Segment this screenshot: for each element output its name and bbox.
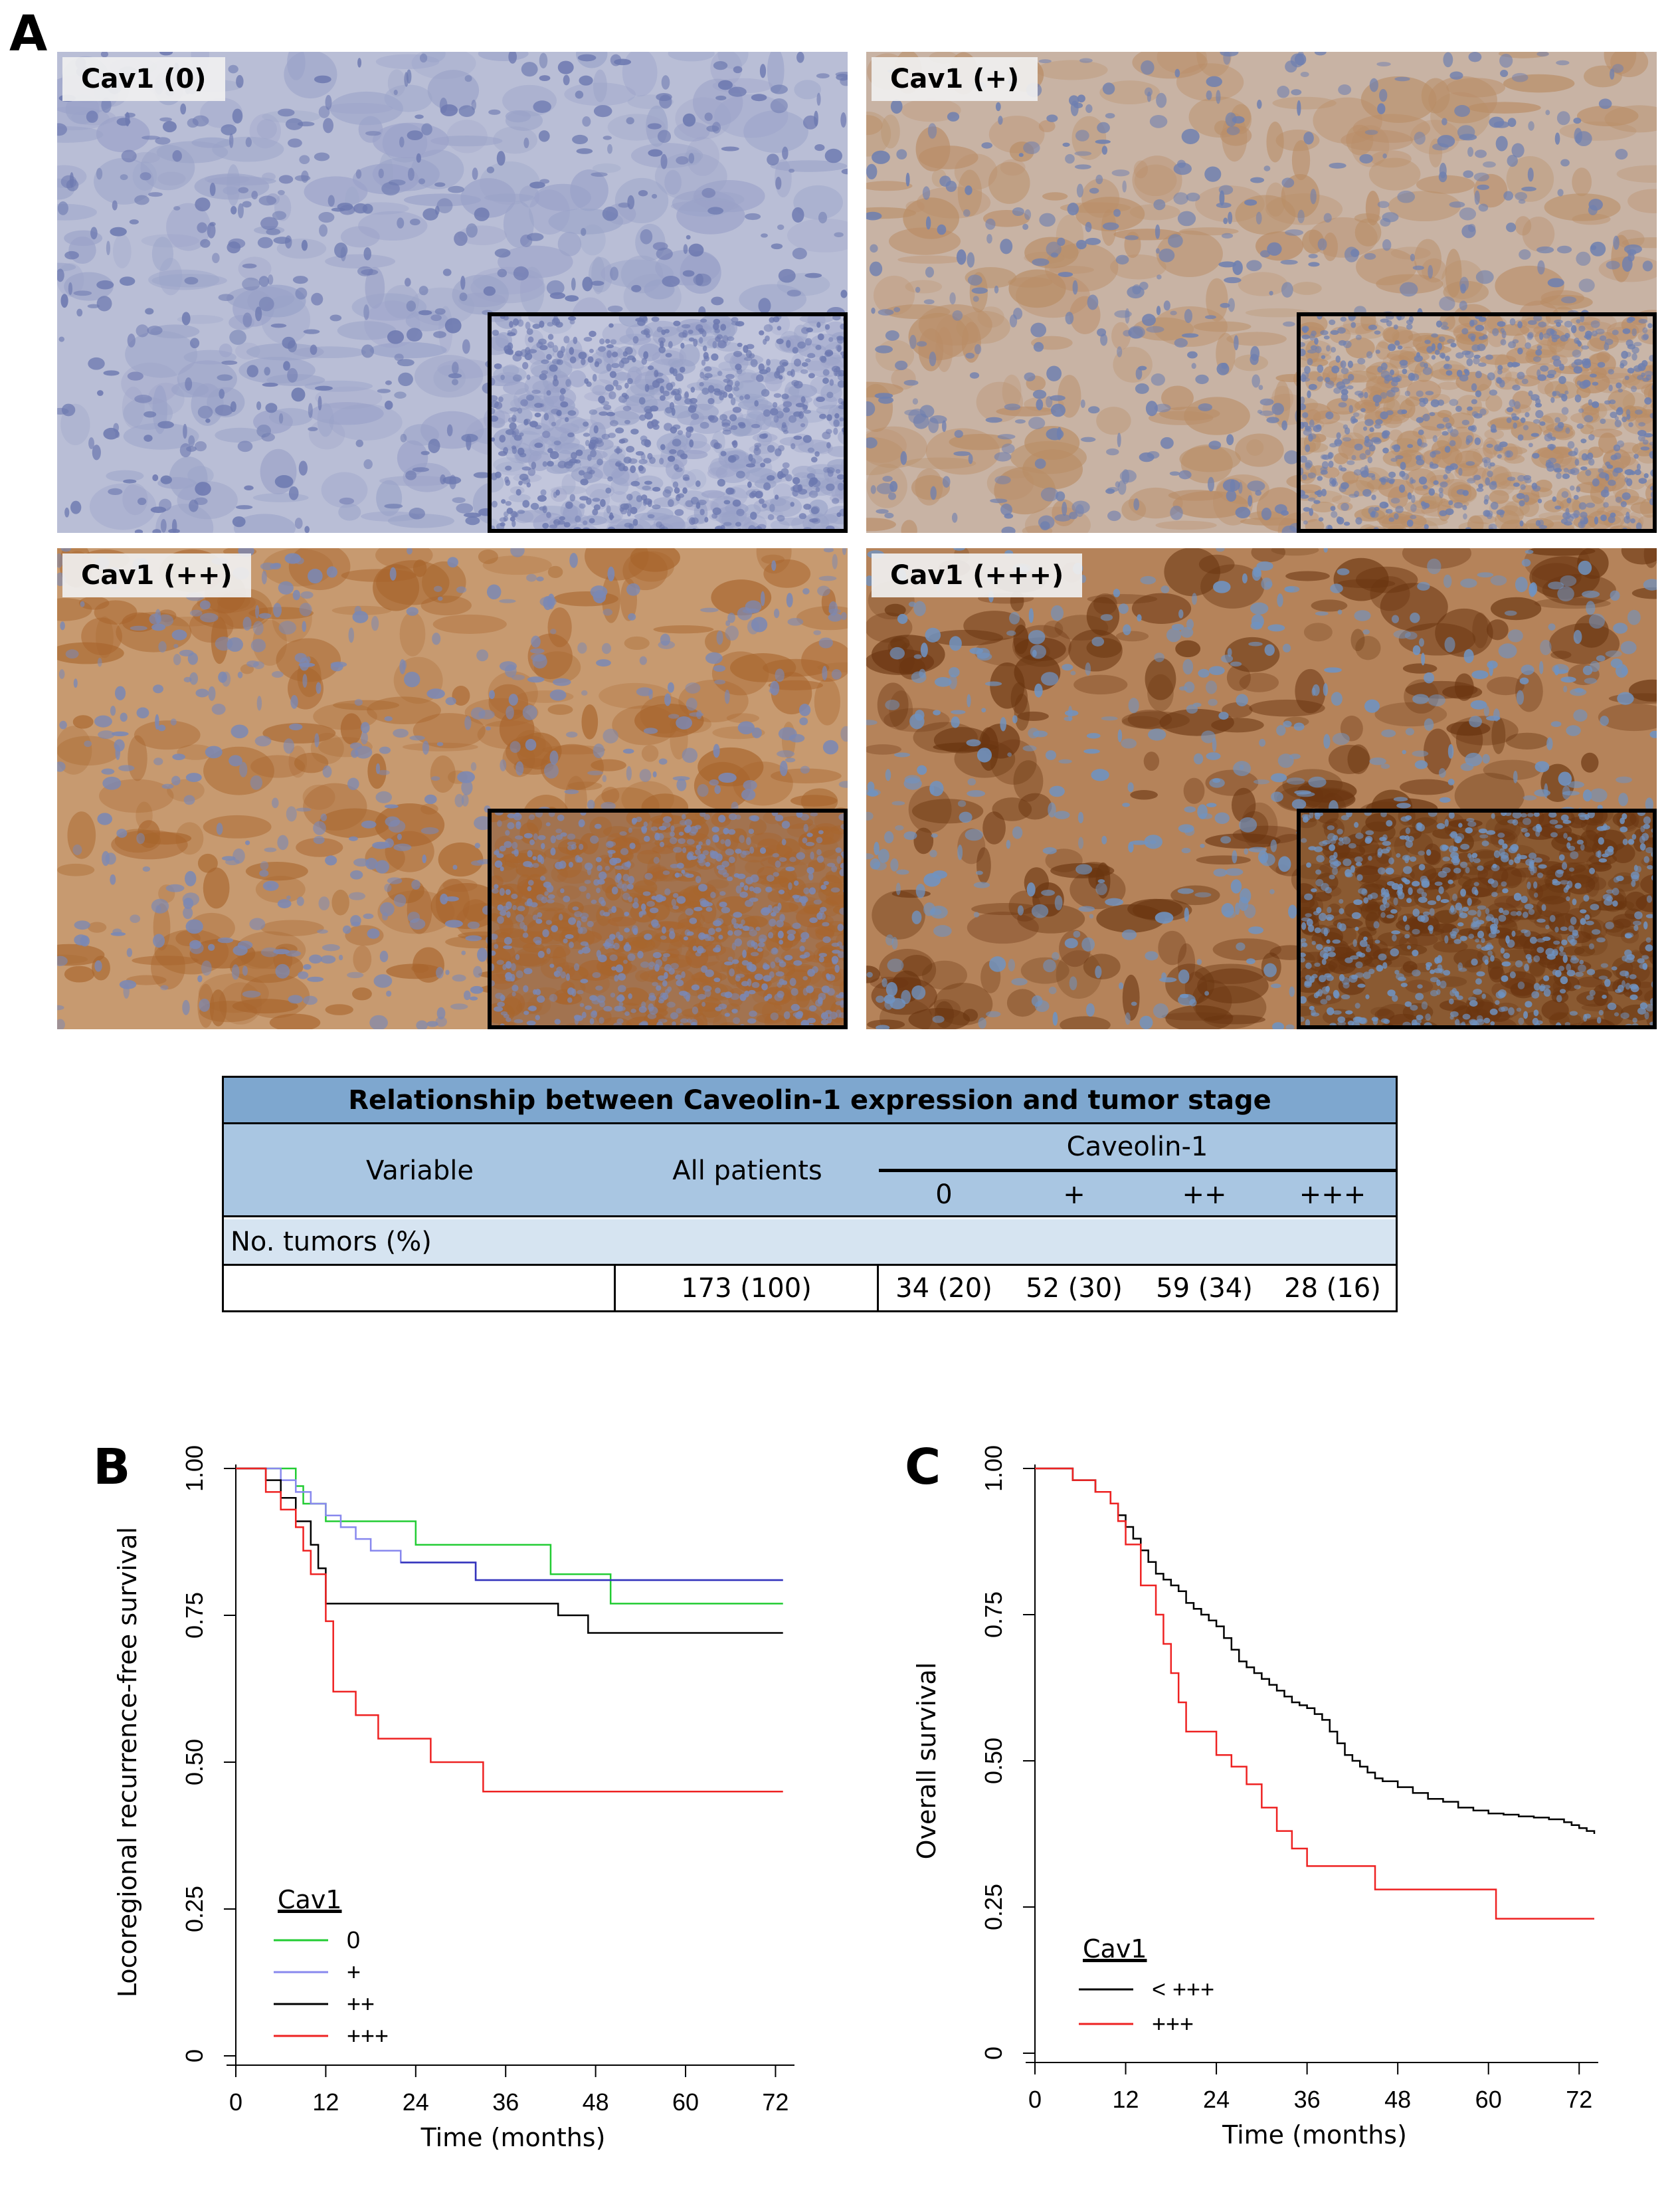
x-tick-label: 60 <box>1475 2086 1502 2113</box>
table-cell-value: 28 (16) <box>1284 1272 1381 1304</box>
legend-title: Cav1 <box>1083 1934 1147 1963</box>
survival-plot-overall: 0 12 24 36 48 60 72 0 0.25 0.50 0.75 1.00 Time (mont… <box>837 1429 1672 2212</box>
micrograph-cav1-plus-plus-plus: Cav1 (+++) <box>866 548 1657 1029</box>
y-tick-label: 0.75 <box>181 1592 208 1639</box>
series-line- <box>1035 1467 1594 1920</box>
x-tick-label: 48 <box>1384 2086 1411 2113</box>
micrograph-cav1-plus-plus: Cav1 (++) <box>57 548 848 1029</box>
table-header-caveolin: Caveolin-1 <box>879 1124 1396 1172</box>
panel-label-b: B <box>93 1439 131 1496</box>
legend-title: Cav1 <box>278 1885 341 1914</box>
legend-label: < +++ <box>1152 1975 1214 2003</box>
series-line- <box>236 1467 783 1634</box>
micrograph-cav1-0: Cav1 (0) <box>57 52 848 533</box>
table-cell-value: 59 (34) <box>1156 1272 1253 1304</box>
y-axis-title: Locoregional recurrence-free survival <box>113 1527 142 1997</box>
y-tick-label: 0.50 <box>181 1739 208 1785</box>
table-header-level: +++ <box>1299 1179 1366 1210</box>
x-axis-title: Time (months) <box>420 2123 606 2152</box>
table-cell-value: 52 (30) <box>1026 1272 1123 1304</box>
y-tick-label: 0 <box>980 2047 1007 2060</box>
y-tick-label: 0 <box>181 2049 208 2062</box>
table-header-level: ++ <box>1182 1179 1227 1210</box>
table-cell-value: 34 (20) <box>895 1272 992 1304</box>
x-tick-label: 36 <box>1294 2086 1321 2113</box>
legend-label: +++ <box>347 2022 389 2049</box>
table-cell-empty <box>224 1266 616 1310</box>
series-line- <box>236 1467 783 1793</box>
micrograph-cav1-plus: Cav1 (+) <box>866 52 1657 533</box>
table-row-label: No. tumors (%) <box>224 1219 1396 1266</box>
series-line-0 <box>236 1467 783 1605</box>
x-tick-label: 12 <box>1113 2086 1139 2113</box>
plot-svg: 0 12 24 36 48 60 72 0 0.25 0.50 0.75 1.00 Time (mont… <box>113 1445 794 2152</box>
x-tick-label: 12 <box>312 2088 339 2116</box>
panel-label-a: A <box>9 5 48 62</box>
x-tick-label: 48 <box>583 2088 609 2116</box>
series-line- <box>236 1467 783 1581</box>
stain-label: Cav1 (+) <box>872 57 1038 101</box>
x-tick-label: 60 <box>672 2088 699 2116</box>
legend-label: + <box>347 1958 361 1985</box>
y-tick-label: 1.00 <box>980 1445 1007 1492</box>
legend-label: 0 <box>347 1926 360 1954</box>
x-tick-label: 72 <box>762 2088 789 2116</box>
table-header-variable: Variable <box>366 1156 474 1186</box>
y-tick-label: 1.00 <box>181 1445 208 1492</box>
x-tick-label: 0 <box>1028 2086 1042 2113</box>
stain-label: Cav1 (0) <box>62 57 225 101</box>
y-tick-label: 0.25 <box>980 1884 1007 1930</box>
micrograph-inset <box>1297 312 1657 533</box>
x-tick-label: 24 <box>403 2088 429 2116</box>
x-axis-title: Time (months) <box>1222 2120 1407 2150</box>
stage-table: Relationship between Caveolin-1 expressi… <box>222 1076 1398 1312</box>
x-tick-label: 0 <box>229 2088 242 2116</box>
y-axis-title: Overall survival <box>912 1662 941 1860</box>
table-header-all-patients: All patients <box>672 1156 822 1186</box>
y-tick-label: 0.75 <box>980 1591 1007 1638</box>
x-tick-label: 72 <box>1566 2086 1592 2113</box>
x-tick-label: 36 <box>492 2088 519 2116</box>
micrograph-inset <box>488 809 848 1029</box>
micrograph-inset <box>488 312 848 533</box>
legend-label: ++ <box>347 1990 375 2017</box>
stain-label: Cav1 (++) <box>62 553 251 597</box>
table-header-level: 0 <box>935 1179 953 1210</box>
table-header-level: + <box>1063 1179 1085 1210</box>
survival-plot-locoregional: 0 12 24 36 48 60 72 0 0.25 0.50 0.75 1.00 Time (mont… <box>0 1429 837 2212</box>
legend-label: +++ <box>1152 2010 1194 2037</box>
micrograph-inset <box>1297 809 1657 1029</box>
panel-label-c: C <box>905 1439 941 1496</box>
y-tick-label: 0.50 <box>980 1738 1007 1784</box>
x-tick-label: 24 <box>1203 2086 1230 2113</box>
table-title: Relationship between Caveolin-1 expressi… <box>224 1078 1396 1124</box>
stain-label: Cav1 (+++) <box>872 553 1083 597</box>
plot-svg: 0 12 24 36 48 60 72 0 0.25 0.50 0.75 1.00 Time (mont… <box>912 1445 1598 2150</box>
series-line-tail <box>401 1561 783 1581</box>
table-cell-all: 173 (100) <box>616 1266 879 1310</box>
y-tick-label: 0.25 <box>181 1886 208 1932</box>
series-line- <box>1035 1467 1596 1834</box>
